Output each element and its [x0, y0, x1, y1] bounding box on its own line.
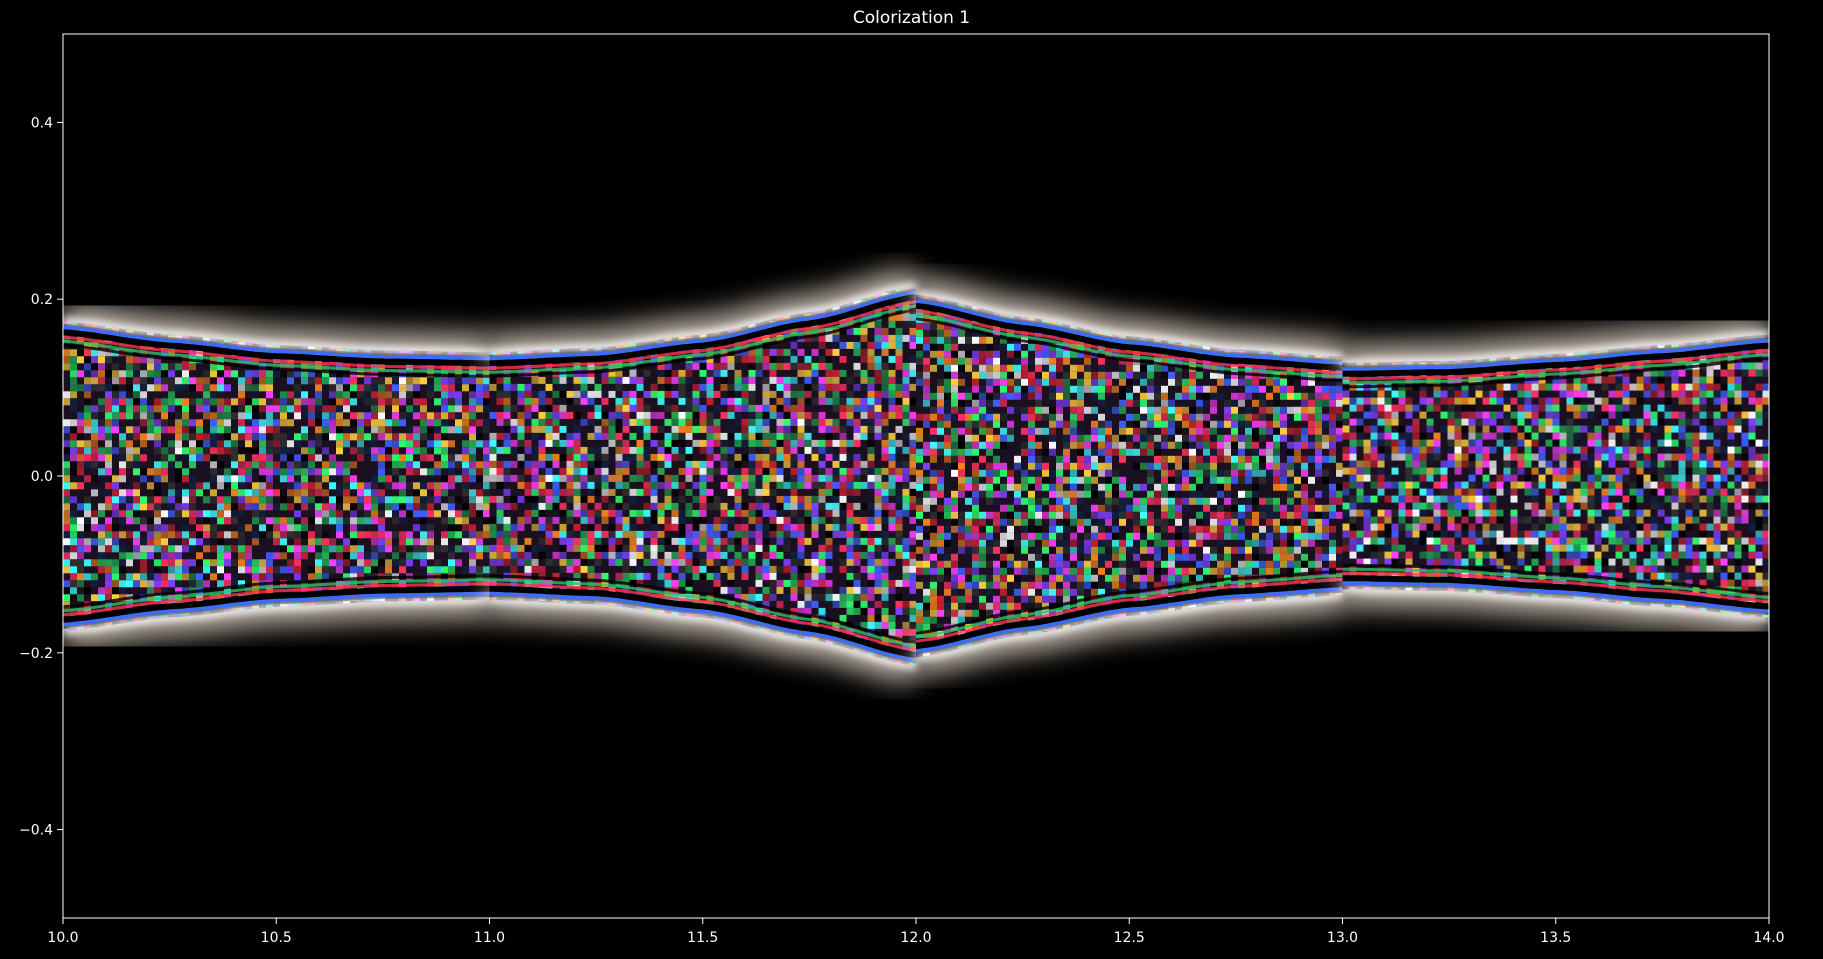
x-tick-label: 12.0: [900, 930, 931, 946]
x-tick-label: 10.5: [261, 930, 292, 946]
envelope-segment: [1342, 317, 1769, 635]
boundary-lower: [915, 591, 1343, 661]
y-tick-label: 0.4: [31, 115, 53, 131]
x-tick-label: 11.0: [474, 930, 505, 946]
y-tick-label: 0.0: [31, 469, 53, 485]
x-tick-label: 13.5: [1540, 930, 1571, 946]
boundary-upper: [915, 291, 1343, 361]
chart-title: Colorization 1: [852, 8, 971, 28]
boundary-lower: [63, 596, 490, 635]
boundary-lower: [489, 596, 917, 670]
x-tick-label: 13.0: [1327, 930, 1358, 946]
axes: 10.0 10.5 11.0 11.5 12.0 12.5 13.0 13.5 14.0 −0.4…: [19, 33, 1785, 946]
y-tick-label: −0.2: [19, 646, 53, 662]
boundary-upper: [1342, 331, 1769, 367]
x-tick-label: 14.0: [1753, 930, 1784, 946]
y-tick-label: 0.2: [31, 292, 53, 308]
boundary-upper: [63, 317, 490, 356]
x-tick-label: 12.5: [1114, 930, 1145, 946]
x-tick-label: 11.5: [687, 930, 718, 946]
envelope-segment: [63, 304, 490, 648]
x-tick-label: 10.0: [47, 930, 78, 946]
envelope-segment: [913, 277, 1344, 675]
y-tick-label: −0.4: [19, 823, 53, 839]
noise-band: [1342, 334, 1769, 618]
boundary-upper: [489, 282, 917, 356]
heatmap-layer: [63, 34, 1769, 918]
boundary-lower: [1342, 585, 1769, 621]
